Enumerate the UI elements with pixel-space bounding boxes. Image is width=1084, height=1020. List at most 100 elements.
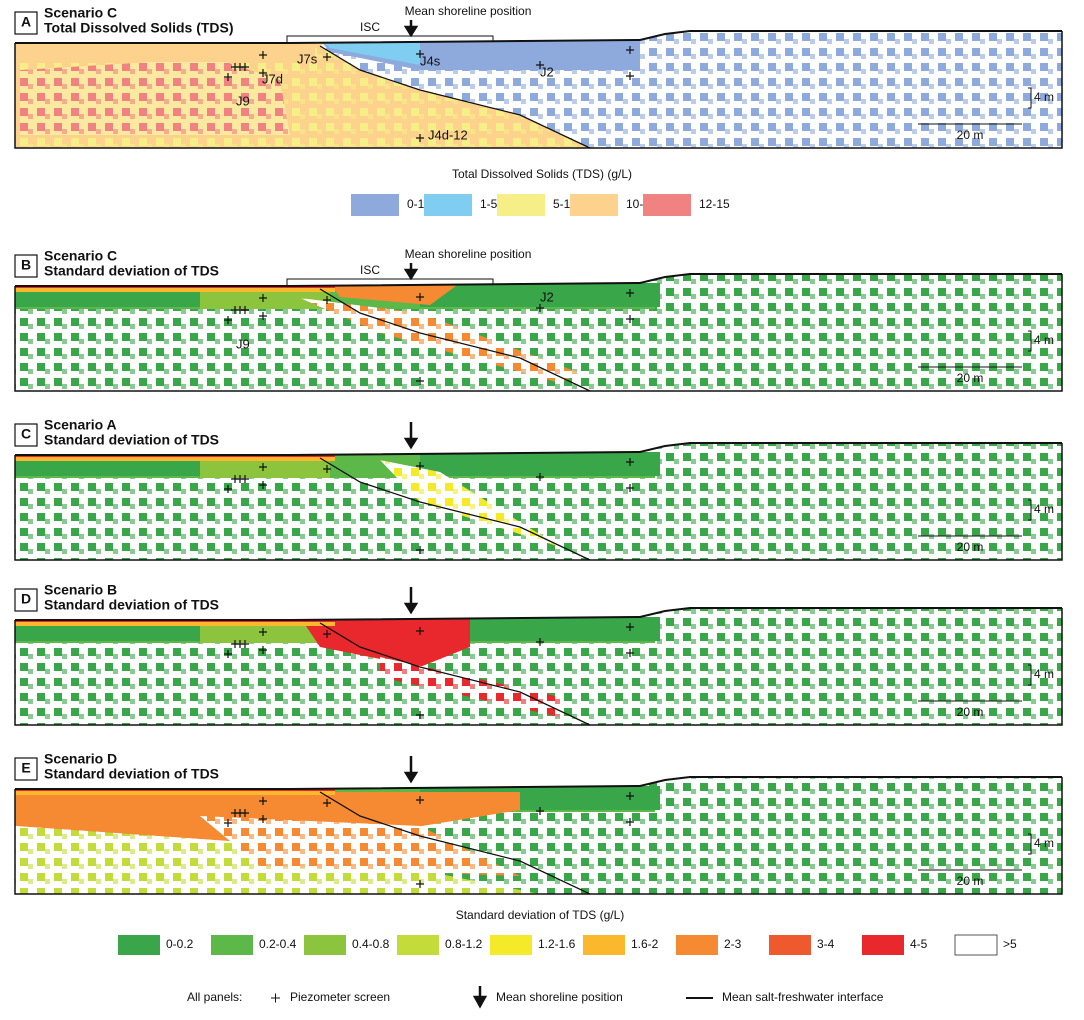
legend-swatch	[570, 194, 618, 216]
piezometer	[626, 623, 634, 631]
isc-label: ISC	[360, 20, 380, 34]
zone	[420, 283, 660, 307]
shoreline-label: Mean shoreline position	[405, 247, 532, 261]
vscale-bar	[1028, 664, 1032, 686]
piezometer	[241, 306, 249, 314]
legend-swatch	[954, 934, 998, 956]
piezometer	[416, 293, 424, 301]
panel-letter-box	[14, 254, 38, 278]
piezometer	[626, 458, 634, 466]
panel-subtitle: Total Dissolved Solids (TDS)	[44, 20, 234, 36]
footer-label: Mean shoreline position	[496, 990, 623, 1004]
legend-swatch	[397, 935, 439, 955]
zone	[15, 40, 315, 62]
shoreline-arrow	[403, 263, 419, 281]
well-label: J7s	[297, 51, 318, 66]
piezometer	[224, 650, 232, 658]
panel-title: Scenario C	[44, 5, 117, 21]
well-label: J4s	[420, 53, 441, 68]
hscale-label: 20 m	[957, 128, 984, 142]
zone	[200, 816, 520, 876]
piezometer	[416, 796, 424, 804]
vscale-label: 4 m	[1034, 502, 1054, 516]
zone	[300, 298, 580, 383]
panel-subtitle: Standard deviation of TDS	[44, 432, 219, 448]
panel-letter: E	[21, 760, 30, 776]
legend-label: 0.4-0.8	[352, 937, 390, 951]
shoreline-arrow	[403, 422, 419, 450]
piezometer	[323, 53, 331, 61]
legend-label: 2-3	[724, 937, 742, 951]
well-label: J9	[236, 336, 250, 351]
panel-letter-box	[14, 11, 38, 35]
zone	[300, 617, 470, 667]
hscale-label: 20 m	[957, 540, 984, 554]
piezometer	[626, 818, 634, 826]
hscale-label: 20 m	[957, 874, 984, 888]
panel-title: Scenario D	[44, 751, 117, 767]
shoreline-arrow	[403, 587, 419, 615]
piezometer	[536, 807, 544, 815]
panel-letter: D	[21, 591, 31, 607]
footer-arrow	[472, 986, 488, 1009]
legend-swatch	[862, 935, 904, 955]
piezometer	[626, 46, 634, 54]
zone	[15, 291, 215, 307]
legend-label: 3-4	[817, 937, 835, 951]
piezometer	[241, 63, 249, 71]
vscale-bar	[1028, 499, 1032, 521]
legend-swatch	[351, 194, 399, 216]
panel-letter-box	[14, 757, 38, 781]
panel-title: Scenario B	[44, 582, 117, 598]
panel-letter-box	[14, 423, 38, 447]
legend-label: 1.2-1.6	[538, 937, 576, 951]
piezometer	[626, 289, 634, 297]
vscale-bar	[1028, 833, 1032, 855]
piezometer	[536, 304, 544, 312]
piezometer	[626, 792, 634, 800]
isc-bracket	[286, 35, 494, 42]
legend-label: 1.6-2	[631, 937, 659, 951]
vscale-label: 4 m	[1034, 333, 1054, 347]
legend-swatch	[583, 935, 625, 955]
legend-swatch	[211, 935, 253, 955]
domain-border	[14, 777, 1063, 895]
piezometer	[416, 134, 424, 142]
interface-line	[319, 791, 591, 895]
legend-swatch	[676, 935, 718, 955]
piezometer	[416, 880, 424, 888]
footer-label: Piezometer screen	[290, 990, 390, 1004]
surface-line	[15, 30, 1062, 44]
shoreline-arrow	[403, 756, 419, 784]
piezometer	[323, 296, 331, 304]
zone	[380, 657, 560, 717]
legend-label: 0.2-0.4	[259, 937, 297, 951]
zone	[15, 622, 335, 626]
legend-swatch	[424, 194, 472, 216]
piezometer	[626, 315, 634, 323]
zone	[420, 452, 660, 476]
panel-title: Scenario C	[44, 248, 117, 264]
shoreline-label: Mean shoreline position	[405, 4, 532, 18]
zone	[200, 458, 330, 478]
piezometer	[323, 799, 331, 807]
zone	[320, 40, 420, 65]
vscale-bar	[1028, 87, 1032, 109]
zone	[200, 289, 330, 309]
piezometer	[626, 72, 634, 80]
piezometer	[536, 61, 544, 69]
panel-letter: A	[21, 14, 31, 30]
piezometer	[626, 484, 634, 492]
piezometer	[416, 462, 424, 470]
zone	[15, 791, 335, 795]
panel-letter: C	[21, 426, 31, 442]
piezometer	[323, 630, 331, 638]
domain-border	[14, 443, 1063, 561]
piezometer	[416, 377, 424, 385]
isc-bracket	[286, 278, 494, 285]
piezometer	[241, 640, 249, 648]
legend-label: >5	[1003, 937, 1017, 951]
surface-line	[15, 442, 1062, 456]
well-label: J2	[540, 64, 554, 79]
